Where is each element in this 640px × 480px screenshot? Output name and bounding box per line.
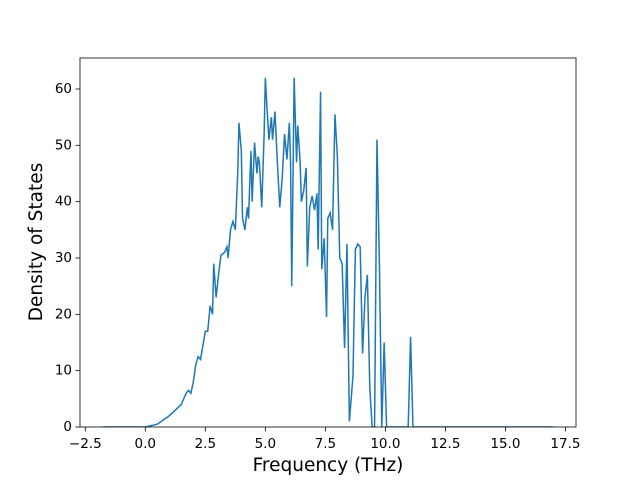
x-tick-label: −2.5 [69,436,102,452]
x-tick-label: 15.0 [490,436,520,452]
x-tick-label: 5.0 [255,436,276,452]
x-tick-label: 0.0 [135,436,156,452]
plot-frame [79,57,577,428]
x-tick-label: 17.5 [550,436,580,452]
y-tick-label: 50 [55,137,72,153]
y-tick-label: 60 [55,81,72,97]
x-tick-label: 12.5 [430,436,460,452]
y-tick-label: 40 [55,194,72,210]
y-tick-label: 30 [55,250,72,266]
y-axis-label: Density of States [26,163,47,322]
data-line [102,77,554,427]
x-axis-label: Frequency (THz) [253,455,404,476]
y-tick-label: 0 [63,419,72,435]
y-tick-label: 10 [55,363,72,379]
x-tick-label: 2.5 [195,436,216,452]
x-tick-label: 10.0 [370,436,400,452]
y-tick-label: 20 [55,306,72,322]
x-tick-label: 7.5 [315,436,336,452]
